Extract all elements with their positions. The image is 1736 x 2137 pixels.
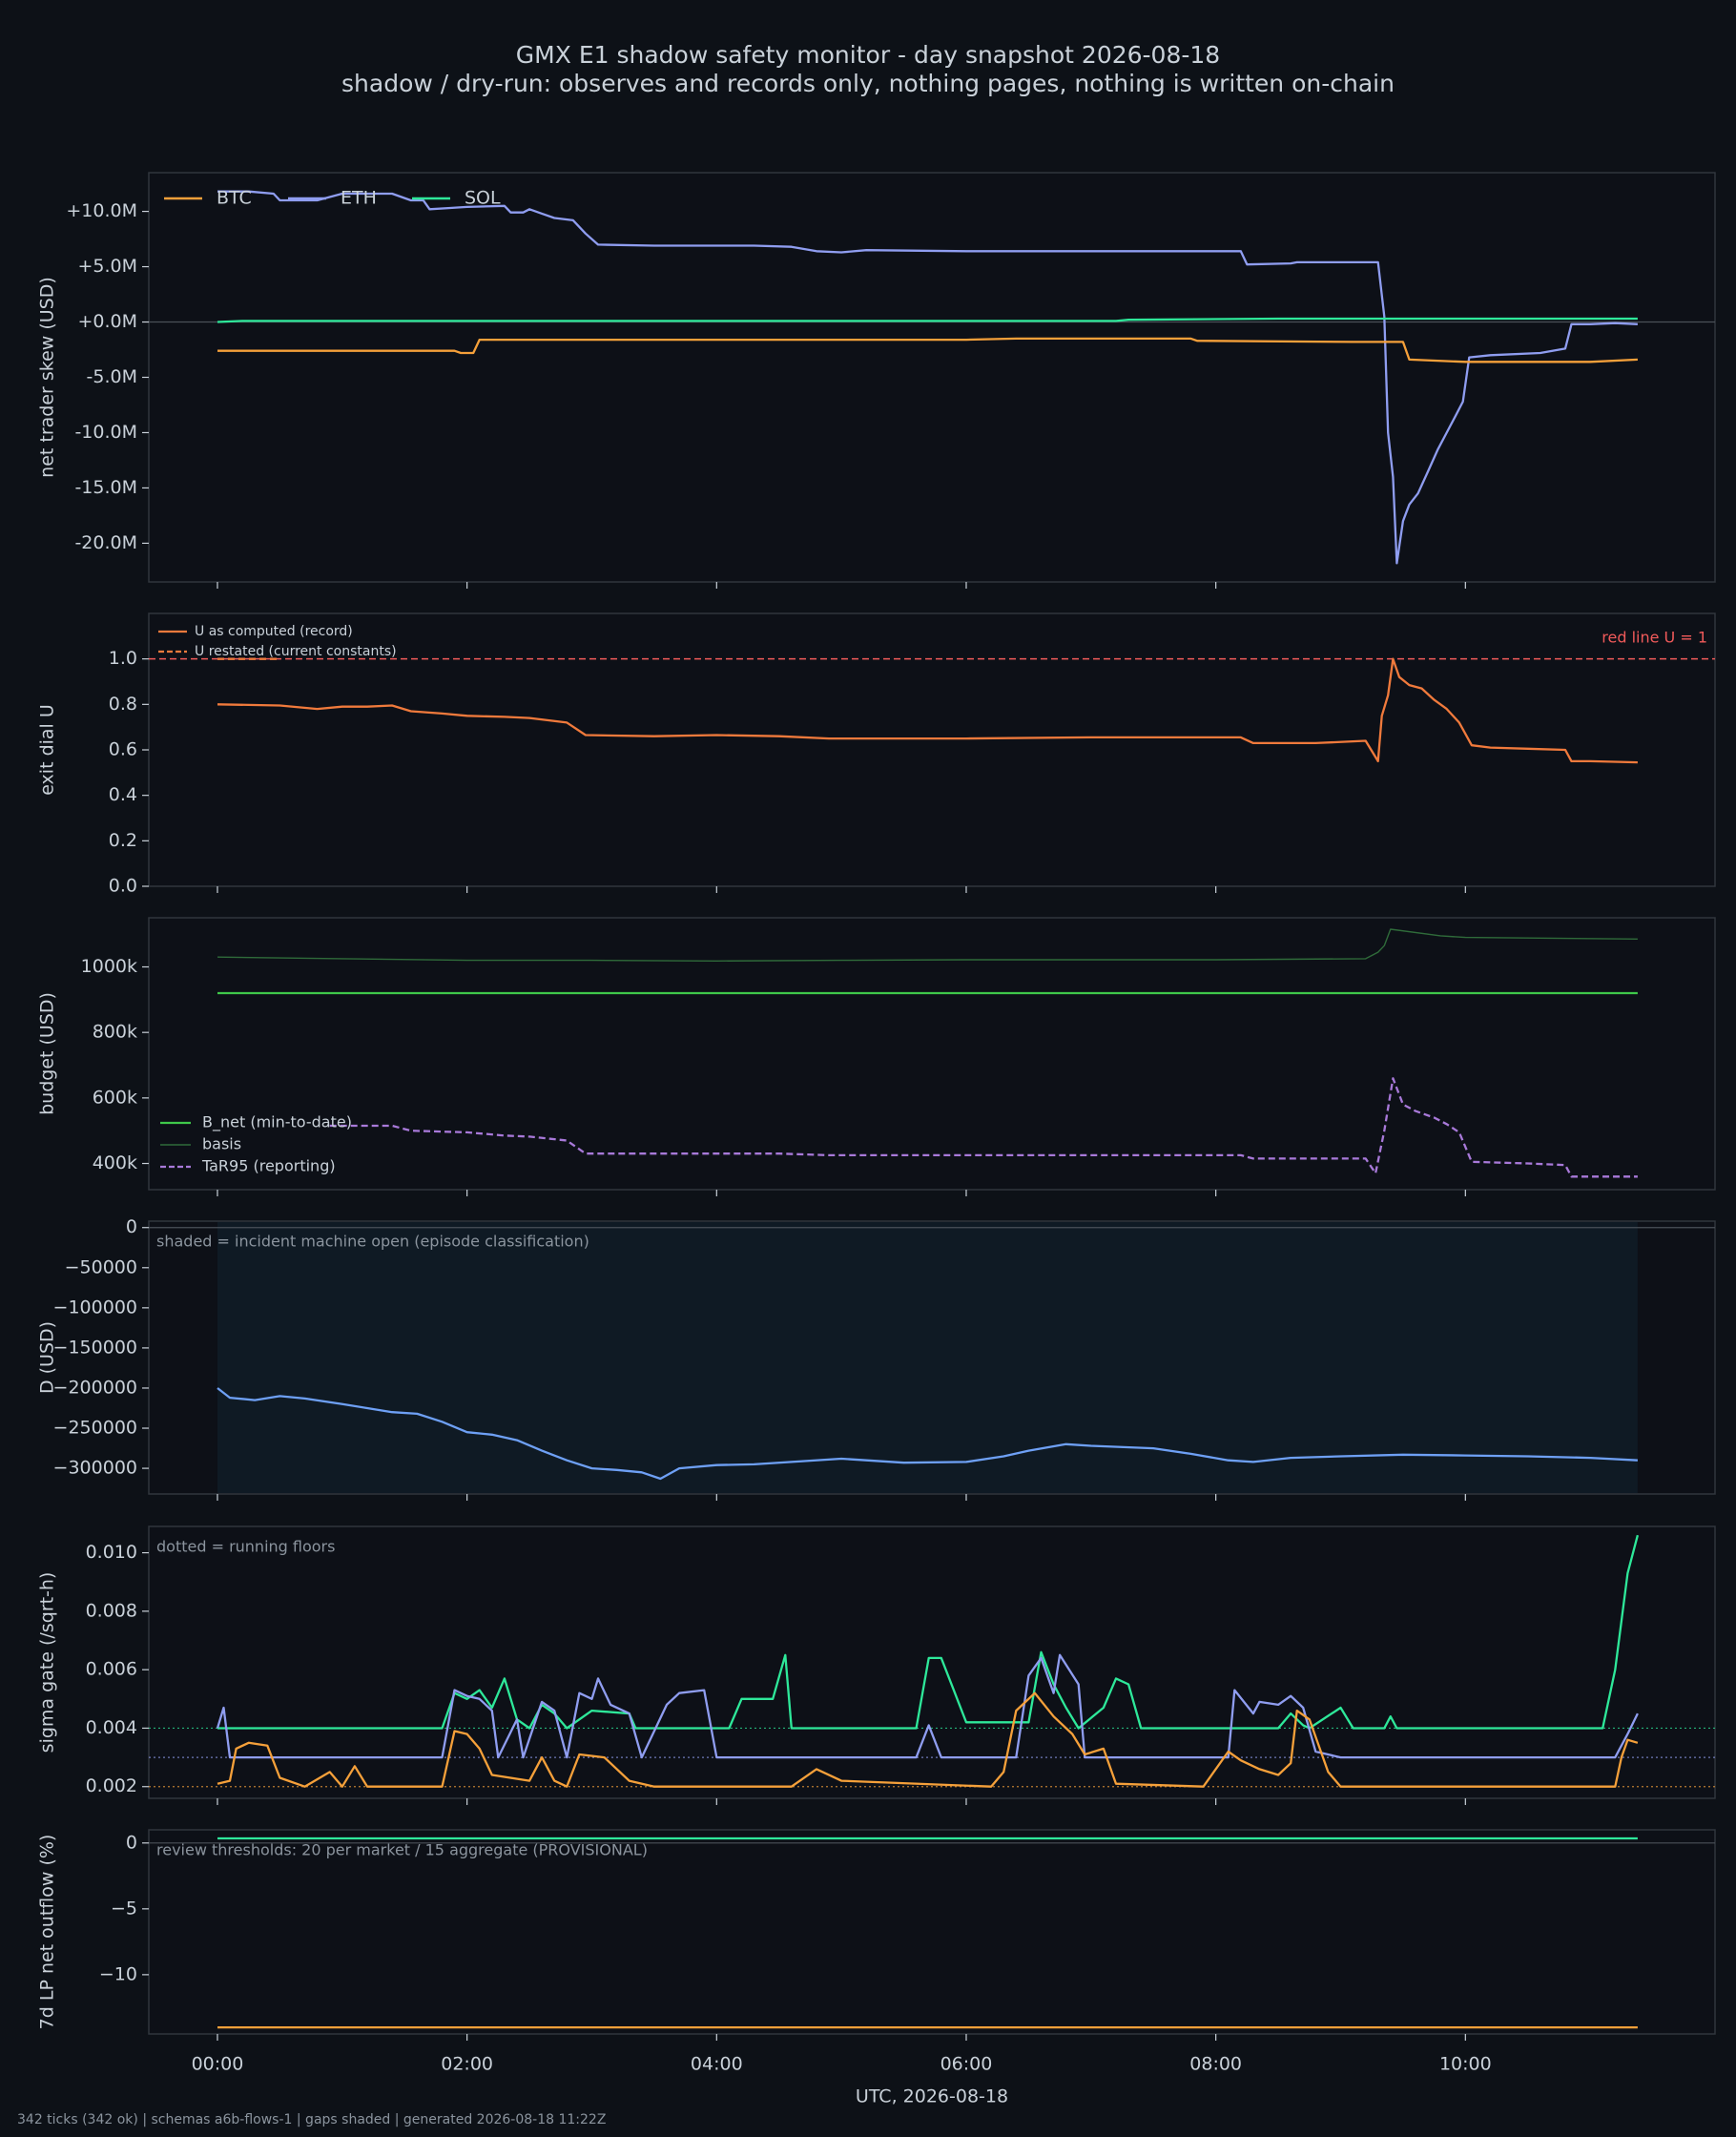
panel-sigma: 0.002 0.004 0.006 0.008 0.010 sigma gate (/sq… — [37, 1525, 1716, 1805]
series-line-u-as-computed-record — [217, 657, 1638, 764]
x-tick-label: 00:00 — [192, 2054, 244, 2075]
y-tick-label: 0 — [126, 1832, 137, 1853]
panel-frame — [148, 1525, 1716, 1799]
y-tick-label: 0.002 — [86, 1775, 137, 1796]
y-tick-label: +0.0M — [77, 311, 137, 332]
series-line-sol — [217, 1534, 1640, 1730]
series-line-eth — [217, 190, 1638, 565]
y-tick-label: −50000 — [65, 1256, 137, 1277]
y-tick-label: 800k — [93, 1022, 137, 1043]
series-line-btc — [217, 337, 1638, 363]
y-axis-label: D (USD) — [37, 1321, 58, 1394]
series-line-d — [217, 1387, 1638, 1481]
legend-label: U restated (current constants) — [195, 644, 397, 659]
chart-title: GMX E1 shadow safety monitor - day snaps… — [515, 41, 1221, 69]
footer-status: 342 ticks (342 ok) | schemas a6b-flows-1… — [17, 2112, 607, 2127]
x-tick-label: 06:00 — [940, 2054, 993, 2075]
panel-frame — [148, 172, 1716, 583]
y-tick-label: 0.006 — [86, 1659, 137, 1680]
y-axis-label: sigma gate (/sqrt-h) — [37, 1572, 58, 1753]
y-tick-label: 0.6 — [109, 739, 137, 760]
y-axis-label: budget (USD) — [37, 992, 58, 1115]
y-tick-label: 400k — [93, 1152, 137, 1173]
y-axis-label: net trader skew (USD) — [37, 277, 58, 478]
y-axis-label: exit dial U — [37, 704, 58, 796]
y-tick-label: −250000 — [53, 1418, 137, 1439]
series-line-btc — [217, 1691, 1639, 1788]
y-tick-label: −150000 — [53, 1337, 137, 1358]
panel-d: 0 −50000 −100000 −150000 −200000 −250000 −3000… — [37, 1216, 1716, 1501]
y-tick-label: 0.008 — [86, 1600, 137, 1621]
y-tick-label: 600k — [93, 1087, 137, 1108]
legend-label: TaR95 (reporting) — [201, 1157, 336, 1175]
y-tick-label: -5.0M — [87, 366, 137, 387]
x-tick-label: 08:00 — [1189, 2054, 1242, 2075]
panel-annotation: dotted = running floors — [156, 1538, 335, 1556]
legend-label: SOL — [465, 188, 501, 209]
y-tick-label: 0.010 — [86, 1542, 137, 1563]
y-tick-label: −100000 — [53, 1297, 137, 1317]
y-tick-label: −5 — [111, 1898, 137, 1919]
legend-label: B_net (min-to-date) — [202, 1113, 352, 1132]
y-tick-label: -15.0M — [74, 477, 137, 498]
y-axis-label: 7d LP net outflow (%) — [37, 1835, 58, 2030]
y-tick-label: -10.0M — [74, 422, 137, 443]
y-tick-label: 0.8 — [109, 694, 137, 715]
y-tick-label: 0.0 — [109, 876, 137, 897]
y-tick-label: −300000 — [53, 1458, 137, 1479]
panel-outflow: 0 −5 −10 7d LP net outflow (%) review thresh… — [37, 1829, 1716, 2107]
x-axis-label: UTC, 2026-08-18 — [856, 2086, 1008, 2107]
x-tick-label: 10:00 — [1439, 2054, 1492, 2075]
legend-label: BTC — [217, 188, 252, 209]
y-tick-label: +10.0M — [66, 200, 137, 221]
series-line-basis — [217, 928, 1638, 962]
y-tick-label: −10 — [99, 1963, 137, 1984]
panel-skew: +10.0M +5.0M +0.0M -5.0M -10.0M -15.0M -20.0M n… — [37, 172, 1716, 589]
x-tick-label: 04:00 — [691, 2054, 743, 2075]
shaded-region — [217, 1222, 1638, 1493]
y-tick-label: +5.0M — [77, 256, 137, 277]
y-tick-label: 0.004 — [86, 1717, 137, 1738]
panel-frame — [148, 917, 1716, 1191]
legend-label: basis — [202, 1135, 241, 1153]
y-tick-label: −200000 — [53, 1377, 137, 1398]
y-tick-label: -20.0M — [74, 532, 137, 553]
chart-subtitle: shadow / dry-run: observes and records o… — [341, 70, 1395, 97]
series-line-eth — [216, 1653, 1639, 1759]
y-tick-label: 0 — [126, 1216, 137, 1237]
series-line-tar95-reporting — [329, 1077, 1638, 1178]
series-line-sol — [217, 317, 1638, 323]
redline-annotation: red line U = 1 — [1602, 629, 1707, 647]
panel-annotation: review thresholds: 20 per market / 15 ag… — [156, 1841, 648, 1859]
y-tick-label: 0.4 — [109, 784, 137, 805]
panel-budget: 400k 600k 800k 1000k budget (USD) B_net (min-… — [37, 917, 1716, 1196]
legend-label: U as computed (record) — [195, 624, 353, 639]
x-tick-label: 02:00 — [441, 2054, 493, 2075]
panel-annotation: shaded = incident machine open (episode … — [156, 1233, 589, 1251]
y-tick-label: 1000k — [81, 956, 137, 977]
y-tick-label: 0.2 — [109, 830, 137, 851]
legend-label: ETH — [341, 188, 377, 209]
panel-exit_dial: 0.0 0.2 0.4 0.6 0.8 1.0 exit dial U red line U … — [37, 612, 1716, 897]
y-tick-label: 1.0 — [109, 648, 137, 669]
panel-frame — [148, 1829, 1716, 2035]
